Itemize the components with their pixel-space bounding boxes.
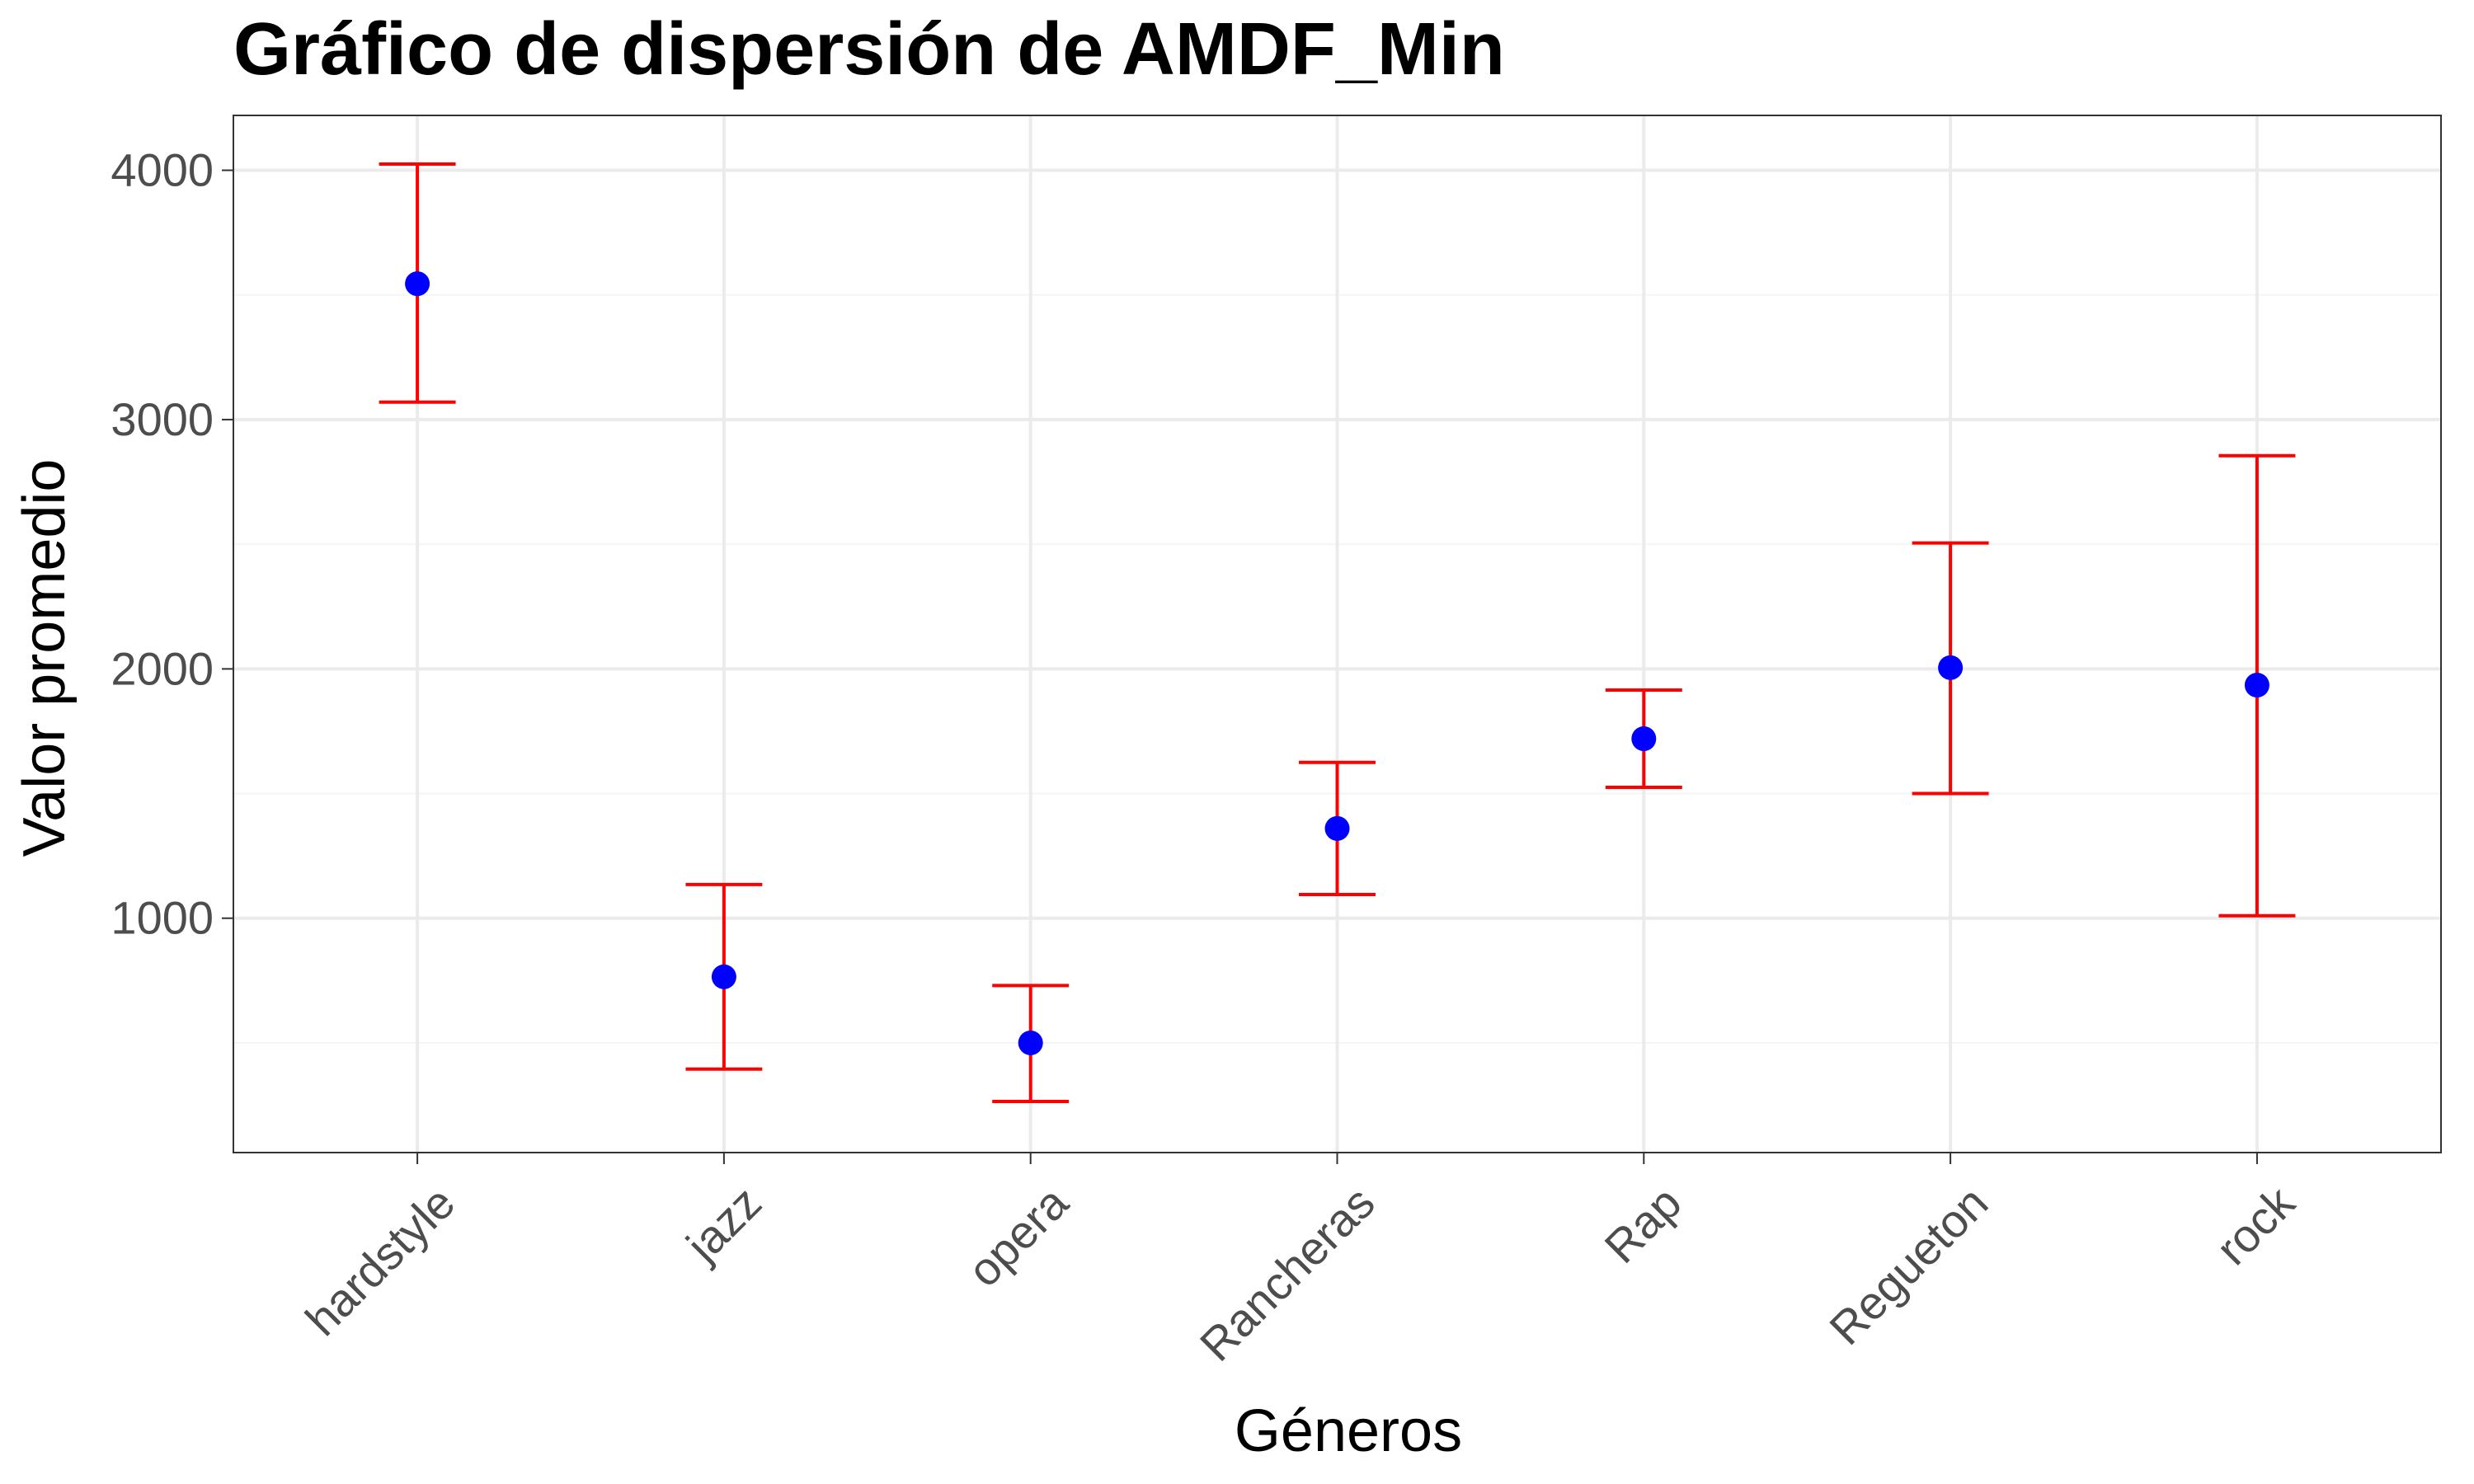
y-axis: 1000 2000 3000 4000 — [111, 144, 233, 944]
y-tick-label: 2000 — [111, 642, 214, 694]
x-axis-title: Géneros — [1235, 1398, 1462, 1464]
data-point-jazz — [711, 964, 736, 989]
data-points — [405, 271, 2269, 1055]
y-tick-label: 3000 — [111, 393, 214, 445]
data-point-Rap — [1631, 726, 1657, 752]
y-tick-label: 1000 — [111, 892, 214, 944]
data-point-opera — [1018, 1030, 1043, 1055]
data-point-Regueton — [1938, 655, 1964, 680]
data-point-hardstyle — [405, 271, 430, 297]
chart-title: Gráfico de dispersión de AMDF_Min — [233, 8, 1505, 91]
data-point-rock — [2244, 672, 2269, 697]
data-point-Rancheras — [1324, 815, 1350, 841]
y-axis-title: Valor promedio — [12, 459, 78, 857]
y-tick-label: 4000 — [111, 144, 214, 196]
